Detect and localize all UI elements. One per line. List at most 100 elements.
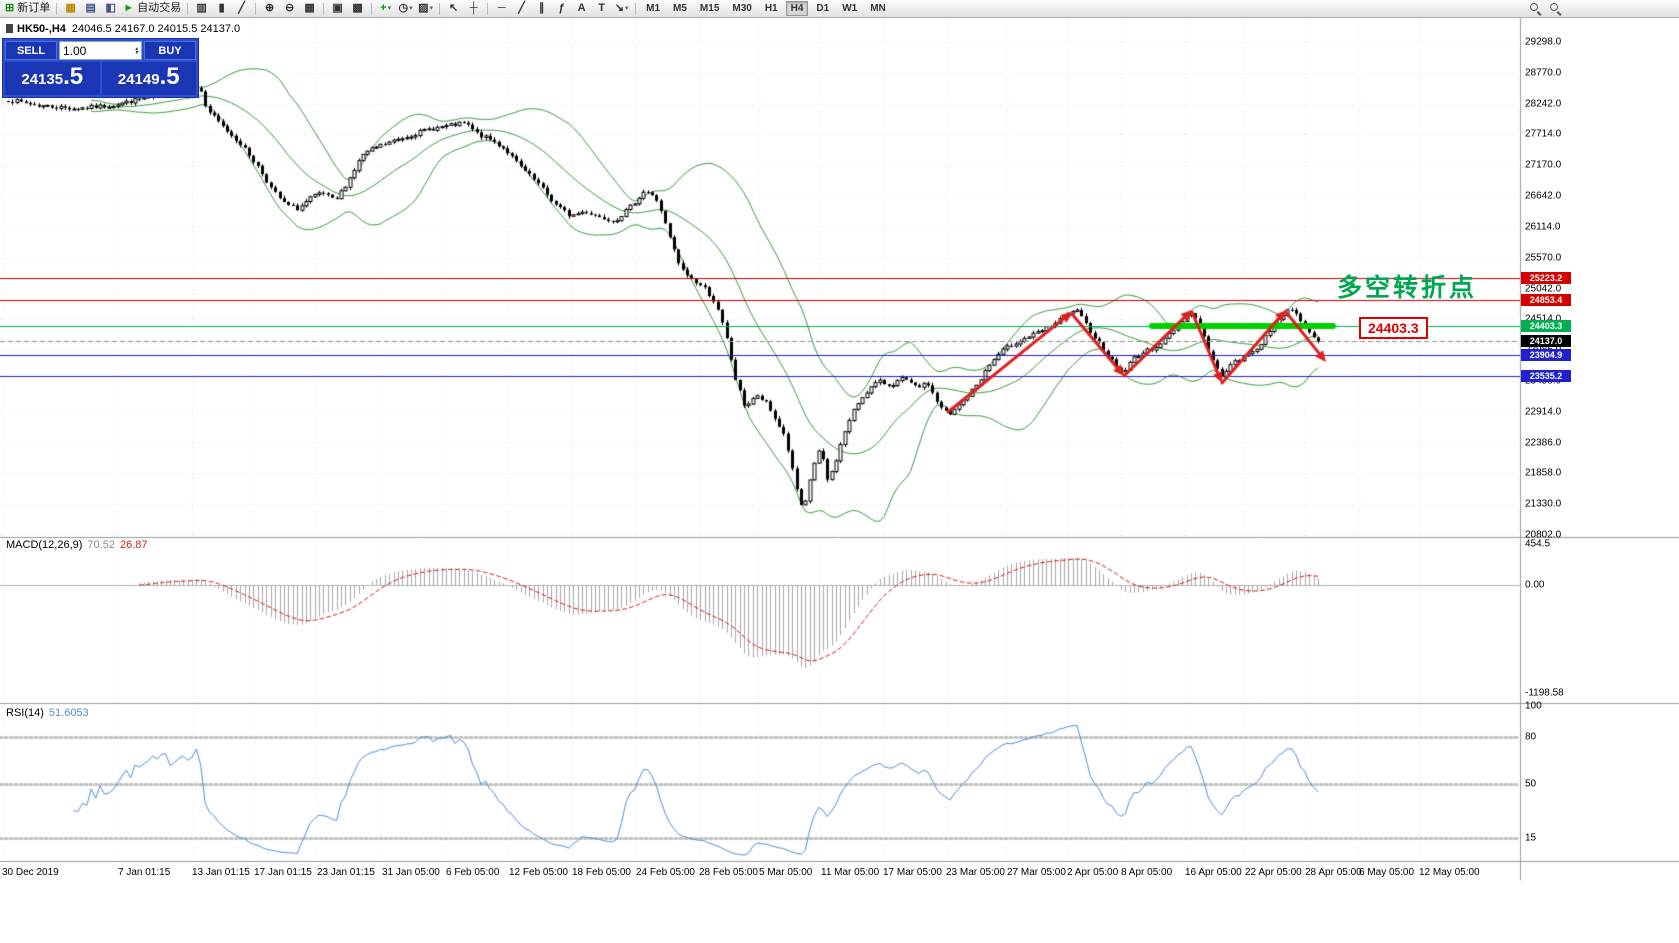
rsi-tick: 50 xyxy=(1525,778,1537,789)
toolbar-separator xyxy=(635,2,637,15)
tile-windows-icon[interactable]: ▣ xyxy=(328,1,347,16)
line-chart-icon[interactable]: ╱ xyxy=(232,1,251,16)
date-tick: 16 Apr 05:00 xyxy=(1185,867,1242,878)
fibonacci-button[interactable]: ƒ xyxy=(552,1,571,16)
navigator-icon[interactable]: ◧ xyxy=(101,1,120,16)
crosshair-button[interactable]: ┼ xyxy=(464,1,483,16)
dropdown-arrow-icon: ▾ xyxy=(409,5,413,12)
toolbar-separator xyxy=(439,2,441,15)
text-button[interactable]: A xyxy=(572,1,591,16)
volume-up-icon[interactable]: ▴ xyxy=(134,45,138,52)
cascade-windows-icon[interactable]: ▩ xyxy=(348,1,367,16)
sell-price[interactable]: 24135.5 xyxy=(5,62,100,95)
date-tick: 28 Feb 05:00 xyxy=(699,867,758,878)
date-tick: 7 Jan 01:15 xyxy=(118,867,171,878)
grid-icon[interactable]: ▦ xyxy=(300,1,319,16)
date-tick: 18 Feb 05:00 xyxy=(572,867,631,878)
price-level-label: 25223.2 xyxy=(1521,272,1571,285)
zoom-out-icon[interactable]: ⊖ xyxy=(280,1,299,16)
timeframe-mn[interactable]: MN xyxy=(870,3,886,14)
label-button[interactable]: T xyxy=(592,1,611,16)
buy-price[interactable]: 24149.5 xyxy=(101,62,196,95)
add-indicator-button[interactable]: + ▾ xyxy=(376,1,395,16)
macd-tick: -1198.58 xyxy=(1525,687,1564,699)
toolbar-separator xyxy=(371,2,373,15)
level-callout-annotation: 24403.3 xyxy=(1359,317,1428,339)
date-tick: 6 May 05:00 xyxy=(1359,867,1415,878)
text-icon: A xyxy=(577,2,586,14)
main-chart-canvas[interactable] xyxy=(0,18,1679,943)
candlestick-icon[interactable]: ▮ xyxy=(212,1,231,16)
volume-spinner[interactable]: ▴ ▾ xyxy=(134,45,138,56)
sell-button[interactable]: SELL xyxy=(5,41,57,60)
market-watch-icon[interactable]: ▤ xyxy=(81,1,100,16)
price-tick: 21330.0 xyxy=(1525,498,1562,510)
timeframe-h4[interactable]: H4 xyxy=(785,1,809,16)
hline-button[interactable]: ─ xyxy=(492,1,511,16)
buy-button[interactable]: BUY xyxy=(144,41,196,60)
toolbar-separator xyxy=(187,2,189,15)
timeframe-h1[interactable]: H1 xyxy=(764,3,778,14)
dropdown-arrow-icon: ▾ xyxy=(624,5,629,12)
autotrading-icon: ► xyxy=(123,2,135,14)
price-tick: 27170.0 xyxy=(1525,159,1562,171)
zoom-in-icon[interactable]: ⊕ xyxy=(260,1,279,16)
macd-indicator-label: MACD(12,26,9) 70.52 26.87 xyxy=(6,539,148,551)
date-tick: 23 Mar 05:00 xyxy=(946,867,1005,878)
toolbar-separator xyxy=(323,2,325,15)
autotrading-button[interactable]: ► 自动交易 xyxy=(121,1,183,16)
volume-down-icon[interactable]: ▾ xyxy=(134,49,138,56)
tile-windows-icon: ▣ xyxy=(332,2,343,14)
timeframe-w1[interactable]: W1 xyxy=(842,3,858,14)
period-icon: ◷ xyxy=(398,2,409,14)
price-level-label: 24137.0 xyxy=(1521,335,1571,348)
chart-window: HK50-,H4 24046.5 24167.0 24015.5 24137.0 … xyxy=(0,18,1679,943)
price-tick: 28242.0 xyxy=(1525,98,1562,110)
trendline-button[interactable]: ╱ xyxy=(512,1,531,16)
date-tick: 12 May 05:00 xyxy=(1419,867,1480,878)
date-tick: 11 Mar 05:00 xyxy=(821,867,880,878)
price-tick: 25570.0 xyxy=(1525,252,1562,264)
autotrading-button-label: 自动交易 xyxy=(137,2,182,14)
cursor-button[interactable]: ↖ xyxy=(444,1,463,16)
date-tick: 27 Mar 05:00 xyxy=(1007,867,1066,878)
zoom-icon[interactable] xyxy=(1546,1,1565,16)
date-tick: 12 Feb 05:00 xyxy=(509,867,568,878)
volume-input[interactable]: 1.00 ▴ ▾ xyxy=(59,41,142,60)
date-tick: 23 Jan 01:15 xyxy=(317,867,375,878)
navigator-icon: ◧ xyxy=(105,2,116,14)
price-level-label: 24403.3 xyxy=(1521,320,1571,333)
zoom-out-icon: ⊖ xyxy=(285,2,295,14)
dropdown-arrow-icon: ▾ xyxy=(387,5,392,12)
price-tick: 21858.0 xyxy=(1525,467,1562,479)
chart-title: HK50-,H4 24046.5 24167.0 24015.5 24137.0 xyxy=(6,23,240,35)
arrows-button[interactable]: ↘ ▾ xyxy=(612,1,631,16)
charts-icon[interactable]: ▦ xyxy=(61,1,80,16)
price-level-label: 23904.9 xyxy=(1521,348,1571,361)
timeframe-m1[interactable]: M1 xyxy=(646,3,661,14)
label-icon: T xyxy=(598,2,605,14)
search-icon[interactable] xyxy=(1526,1,1545,16)
timeframe-m5[interactable]: M5 xyxy=(673,3,687,14)
bar-chart-icon[interactable]: ▥ xyxy=(192,1,211,16)
timeframe-m30[interactable]: M30 xyxy=(732,3,752,14)
date-tick: 17 Mar 05:00 xyxy=(883,867,942,878)
new-order-button-label: 新订单 xyxy=(17,2,51,14)
toolbar-separator xyxy=(255,2,257,15)
price-tick: 24514.0 xyxy=(1525,314,1561,325)
channel-button[interactable]: ∥ xyxy=(532,1,551,16)
timeframe-m15[interactable]: M15 xyxy=(699,3,720,14)
toolbar-separator xyxy=(56,2,58,15)
price-tick: 22386.0 xyxy=(1525,437,1562,449)
price-tick: 26114.0 xyxy=(1525,221,1561,233)
template-button[interactable]: ▨ ▾ xyxy=(416,1,435,16)
chart-symbol-period: HK50-,H4 xyxy=(17,23,66,35)
date-tick: 24 Feb 05:00 xyxy=(636,867,695,878)
candlestick-icon: ▮ xyxy=(218,2,225,14)
new-order-button[interactable]: ⊞ 新订单 xyxy=(3,1,52,16)
price-level-label: 23535.2 xyxy=(1521,370,1571,383)
hline-icon: ─ xyxy=(497,2,506,14)
timeframe-d1[interactable]: D1 xyxy=(816,3,830,14)
line-chart-icon: ╱ xyxy=(238,2,245,14)
period-button[interactable]: ◷ ▾ xyxy=(396,1,415,16)
